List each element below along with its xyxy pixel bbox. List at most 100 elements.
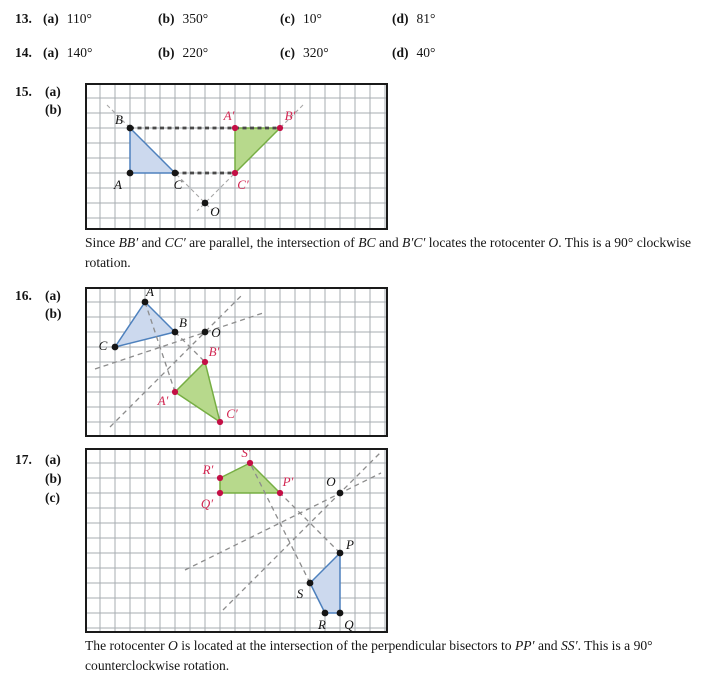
fig15-point-a [126, 169, 134, 177]
answer-14d: (d) 40° [392, 45, 435, 61]
fig15-point-a-prime [231, 124, 239, 132]
fig17-point-s [306, 579, 314, 587]
fig16-segment-bb-prime [174, 331, 206, 363]
problem-17-part-a: (a) [45, 452, 61, 467]
fig17-label-r: R [317, 617, 326, 632]
text-segment: and [375, 235, 403, 250]
fig15-point-c [171, 169, 179, 177]
fig15-point-o [201, 199, 209, 207]
text-segment: Since [85, 235, 119, 250]
part-d-label: (d) [392, 45, 409, 60]
fig16-label-b-prime: B′ [209, 344, 220, 359]
problem-16-number: 16. [15, 288, 32, 303]
fig16-border [85, 287, 388, 437]
figure-problem-16: A B C O B′ A′ C′ [85, 287, 388, 437]
problem-17-number: 17. [15, 452, 32, 467]
text-segment: and [534, 638, 561, 653]
fig17-label-q-prime: Q′ [201, 496, 213, 511]
fig15-label-c: C [174, 177, 183, 192]
explanation-problem-15: Since BB′ and CC′ are parallel, the inte… [85, 233, 699, 273]
answer-14a: (a) 140° [43, 45, 92, 61]
fig16-bisector-aa-prime [94, 312, 264, 370]
fig17-canvas: S′ R′ Q′ P′ O P S R Q [85, 448, 388, 633]
fig17-bisector-pp-prime [222, 451, 382, 611]
text-segment: . This is a 90° counterclockwise rotatio… [85, 638, 653, 673]
problem-15-number: 15. [15, 84, 32, 99]
problem-13-number: 13. [15, 11, 32, 26]
fig16-point-o [201, 328, 209, 336]
problem-17-part-b: (b) [45, 471, 62, 486]
answer-13a: (a) 110° [43, 11, 92, 27]
fig16-point-a-prime [171, 388, 179, 396]
part-c-label: (c) [280, 11, 295, 26]
problem-16-part-a: (a) [45, 288, 61, 303]
part-d-value: 40° [416, 45, 436, 60]
part-c-label: (c) [280, 45, 295, 60]
text-segment: CC′ [164, 235, 186, 250]
answer-14c: (c) 320° [280, 45, 329, 61]
fig16-label-o: O [211, 325, 221, 340]
answer-13b: (b) 350° [158, 11, 208, 27]
answer-13c: (c) 10° [280, 11, 322, 27]
answer-14b: (b) 220° [158, 45, 208, 61]
text-segment: PP′ [514, 638, 535, 653]
fig16-preimage-triangle [114, 301, 176, 348]
problem-15-part-b: (b) [45, 102, 62, 117]
figure-problem-15: B A C A′ B′ C′ O [85, 83, 388, 230]
text-segment: O [168, 638, 178, 653]
fig17-point-s-prime [246, 459, 254, 467]
explanation-problem-17: The rotocenter O is located at the inter… [85, 636, 699, 676]
text-segment: BC [358, 235, 376, 250]
fig16-segment-aa-prime [144, 301, 176, 393]
problem-16-part-b: (b) [45, 306, 62, 321]
fig17-point-r [321, 609, 329, 617]
fig16-canvas: A B C O B′ A′ C′ [85, 287, 388, 437]
fig15-point-b-prime [276, 124, 284, 132]
fig15-label-b: B [115, 112, 123, 127]
fig15-label-a: A [113, 177, 122, 192]
fig16-point-c [111, 343, 119, 351]
fig16-label-c: C [99, 338, 108, 353]
part-d-label: (d) [392, 11, 409, 26]
text-segment: are parallel, the intersection of [185, 235, 359, 250]
fig16-image-triangle [174, 361, 221, 423]
fig17-point-p [336, 549, 344, 557]
fig16-label-b: B [179, 315, 187, 330]
fig16-label-a-prime: A′ [157, 393, 169, 408]
fig17-bisector-ss-prime [184, 472, 382, 571]
fig16-point-b-prime [201, 358, 209, 366]
part-b-label: (b) [158, 11, 175, 26]
fig16-point-a [141, 298, 149, 306]
fig15-label-b-prime: B′ [285, 108, 296, 123]
fig17-point-r-prime [216, 474, 224, 482]
part-d-value: 81° [416, 11, 436, 26]
problem-17-part-c: (c) [45, 490, 60, 505]
part-b-value: 220° [182, 45, 209, 60]
part-c-value: 10° [302, 11, 322, 26]
fig15-label-a-prime: A′ [223, 108, 235, 123]
part-a-value: 110° [66, 11, 92, 26]
fig15-canvas: B A C A′ B′ C′ O [85, 83, 388, 230]
part-a-label: (a) [43, 11, 59, 26]
text-segment: is located at the intersection of the pe… [177, 638, 515, 653]
text-segment: BB′ [118, 235, 139, 250]
fig17-label-r-prime: R′ [202, 462, 214, 477]
text-segment: The rotocenter [85, 638, 169, 653]
fig17-segment-ss-prime [249, 462, 311, 584]
problem-15-part-a: (a) [45, 84, 61, 99]
part-b-value: 350° [182, 11, 209, 26]
fig15-label-c-prime: C′ [237, 177, 249, 192]
fig16-bisector-bb-prime [109, 293, 244, 428]
fig17-label-p: P [345, 537, 354, 552]
text-segment: O [548, 235, 559, 250]
fig17-point-q-prime [216, 489, 224, 497]
answer-row-13: 13. (a) 110° (b) 350° (c) 10° (d) 81° [0, 11, 715, 31]
fig15-preimage-triangle [129, 127, 176, 174]
fig15-label-o: O [210, 204, 220, 219]
part-b-label: (b) [158, 45, 175, 60]
part-a-label: (a) [43, 45, 59, 60]
part-a-value: 140° [66, 45, 93, 60]
answer-13d: (d) 81° [392, 11, 435, 27]
fig17-label-s-prime: S′ [241, 448, 251, 460]
